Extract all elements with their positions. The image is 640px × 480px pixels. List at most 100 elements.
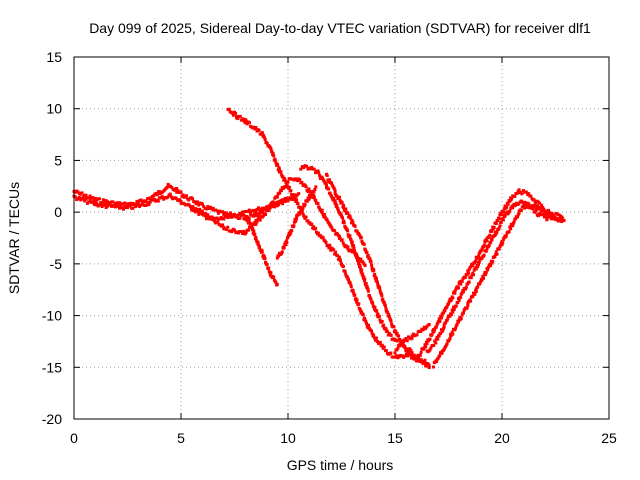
data-point xyxy=(387,312,391,316)
data-point xyxy=(531,207,535,211)
data-point xyxy=(494,222,498,225)
data-point xyxy=(343,269,347,273)
data-point xyxy=(258,212,261,216)
data-point xyxy=(344,207,348,211)
data-point xyxy=(84,197,88,201)
data-point xyxy=(298,178,302,182)
x-tick-label: 20 xyxy=(494,430,510,446)
data-point xyxy=(245,219,249,223)
data-point xyxy=(499,213,503,216)
data-point xyxy=(231,113,235,117)
data-point xyxy=(342,243,346,247)
y-tick-label: 5 xyxy=(54,152,62,168)
data-point xyxy=(340,238,344,242)
data-point xyxy=(432,329,436,333)
data-point xyxy=(381,297,385,301)
data-point xyxy=(434,325,438,329)
data-point xyxy=(486,268,490,272)
data-point xyxy=(429,346,433,350)
data-point xyxy=(320,208,324,212)
data-point xyxy=(467,267,471,271)
data-point xyxy=(261,253,265,257)
data-point xyxy=(484,249,488,253)
data-point xyxy=(265,207,269,211)
data-point xyxy=(160,195,164,199)
data-point xyxy=(344,272,348,276)
data-point xyxy=(489,241,493,245)
data-point xyxy=(122,207,125,211)
data-point xyxy=(285,181,289,185)
y-tick-label: -5 xyxy=(50,256,63,272)
data-point xyxy=(482,276,485,280)
series-s7 xyxy=(299,164,414,355)
data-point xyxy=(410,351,414,355)
data-point xyxy=(325,218,329,222)
data-point xyxy=(362,275,366,279)
data-point xyxy=(111,200,115,204)
data-point xyxy=(467,271,470,275)
data-point xyxy=(342,203,346,207)
data-point xyxy=(467,280,471,284)
data-point xyxy=(382,345,386,349)
data-point xyxy=(469,276,473,280)
data-point xyxy=(505,205,509,209)
series-s11 xyxy=(425,199,566,354)
data-point xyxy=(503,214,507,218)
data-point xyxy=(523,200,527,204)
data-point xyxy=(312,225,316,229)
data-point xyxy=(385,330,389,333)
data-point xyxy=(88,194,92,198)
y-tick-label: -10 xyxy=(42,308,62,324)
data-point xyxy=(405,339,409,343)
x-tick-label: 0 xyxy=(70,430,78,446)
data-point xyxy=(303,203,307,207)
data-point xyxy=(365,251,369,255)
data-point xyxy=(375,277,378,280)
data-point xyxy=(263,255,266,259)
data-point xyxy=(99,203,103,206)
data-point xyxy=(376,283,380,287)
data-point xyxy=(174,196,178,200)
data-point xyxy=(241,210,244,214)
data-point xyxy=(170,195,173,199)
data-point xyxy=(393,351,397,355)
data-point xyxy=(513,194,517,198)
data-point xyxy=(454,288,458,292)
data-point xyxy=(451,332,455,336)
data-point xyxy=(87,196,91,200)
data-point xyxy=(433,327,437,331)
data-point xyxy=(489,264,493,268)
data-point xyxy=(422,361,426,365)
data-point xyxy=(363,264,367,267)
data-point xyxy=(77,195,81,199)
data-point xyxy=(310,165,314,169)
data-point xyxy=(352,291,356,295)
series-s8 xyxy=(325,172,431,368)
data-point xyxy=(168,192,172,196)
data-point xyxy=(335,203,339,207)
data-point xyxy=(440,351,444,355)
data-point xyxy=(425,342,429,346)
data-point xyxy=(270,150,274,154)
data-point xyxy=(263,138,267,141)
data-point xyxy=(251,226,255,230)
data-point xyxy=(339,213,343,217)
data-point xyxy=(353,293,357,297)
data-point xyxy=(349,248,353,252)
data-point xyxy=(337,209,340,213)
data-point xyxy=(443,309,447,313)
y-tick-label: -15 xyxy=(42,359,62,375)
data-point xyxy=(375,339,379,343)
data-point xyxy=(376,312,380,316)
data-point xyxy=(340,201,344,205)
data-point xyxy=(316,202,320,206)
data-point xyxy=(486,265,490,269)
data-point xyxy=(441,328,445,332)
data-point xyxy=(346,229,350,233)
data-point xyxy=(200,209,204,213)
data-point xyxy=(509,227,513,231)
data-point xyxy=(464,285,468,289)
data-point xyxy=(362,242,366,246)
data-point xyxy=(382,301,386,304)
data-point xyxy=(452,308,456,311)
